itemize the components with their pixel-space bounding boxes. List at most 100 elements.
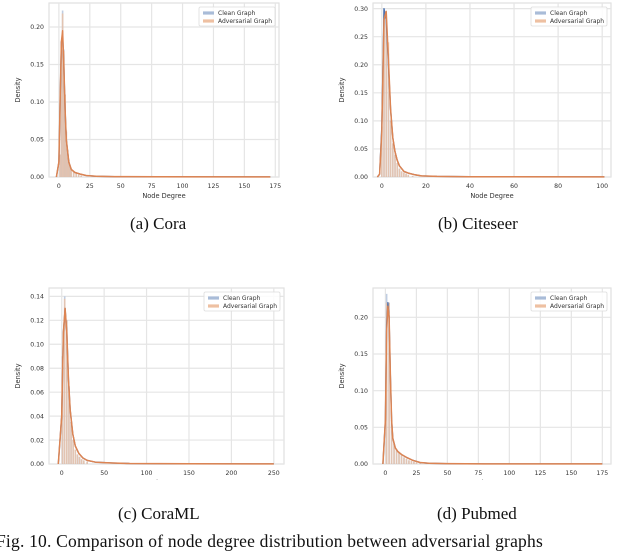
y-tick-label: 0.10 [30,341,44,348]
x-axis-label: Node Degree [470,479,513,480]
y-tick-label: 0.02 [30,437,44,444]
y-tick-label: 0.12 [30,318,44,325]
chart-cora: 0 25 50 75 100 125 150 175 0.00 0.05 0.10 0.15 0.20 N… [14,2,281,200]
x-tick-label: 150 [183,470,195,477]
chart-panel-pubmed: 0 25 50 75 100 125 150 175 0.00 0.05 0.10 0.15 0.20 N… [320,280,640,487]
x-tick-label: 20 [422,183,430,190]
x-tick-label: 25 [86,183,94,190]
x-tick-label: 100 [503,470,515,477]
x-tick-label: 175 [596,470,608,477]
x-tick-label: 80 [554,183,562,190]
y-axis-label: Density [338,363,346,388]
kde-line-adversarial-graph [57,307,274,465]
legend-swatch-clean [203,11,214,15]
x-tick-label: 25 [412,470,420,477]
plot-area [48,2,280,178]
legend-label: Adversarial Graph [218,18,272,25]
legend-swatch-adversarial [203,19,214,23]
x-tick-label: 125 [534,470,546,477]
y-tick-label: 0.25 [354,34,368,41]
plot-area [48,287,285,465]
x-tick-label: 100 [141,470,153,477]
x-tick-label: 40 [466,183,474,190]
histogram-bars [61,296,88,464]
kde-line-adversarial-graph [55,30,271,178]
y-tick-label: 0.20 [30,24,44,31]
y-tick-label: 0.00 [354,174,368,181]
legend-label: Clean Graph [550,10,588,17]
subcaption-citeseer: (b) Citeseer [438,214,518,233]
plot-area [372,2,612,178]
y-tick-label: 0.05 [354,425,368,432]
legend-label: Clean Graph [223,295,261,302]
y-axis-label: Density [14,363,22,388]
x-tick-label: 0 [57,183,61,190]
chart-panel-citeseer: 0 20 40 60 80 100 0.00 0.05 0.10 0.15 0.20 0.25 0.30… [320,0,640,200]
y-tick-label: 0.10 [354,118,368,125]
y-tick-label: 0.10 [354,388,368,395]
x-tick-label: 50 [443,470,451,477]
plot-area [372,287,612,465]
legend-swatch-adversarial [535,304,546,308]
x-tick-label: 0 [383,470,387,477]
y-tick-label: 0.00 [30,174,44,181]
subcaption-coraml: (c) CoraML [118,504,200,523]
y-tick-label: 0.20 [354,62,368,69]
y-tick-label: 0.04 [30,413,44,420]
y-tick-label: 0.15 [30,62,44,69]
x-axis-label: Node Degree [142,192,185,200]
x-tick-label: 125 [208,183,220,190]
y-tick-label: 0.05 [354,146,368,153]
legend-swatch-adversarial [208,304,219,308]
legend-swatch-clean [208,296,219,300]
x-tick-label: 50 [117,183,125,190]
x-tick-label: 100 [596,183,608,190]
legend-label: Adversarial Graph [550,18,604,25]
kde-line-adversarial-graph [376,10,605,178]
figure-caption: Fig. 10. Comparison of node degree distr… [0,531,543,551]
x-tick-label: 60 [510,183,518,190]
histogram-bars [59,10,82,177]
subcaption-cora: (a) Cora [130,214,187,233]
legend-swatch-clean [535,296,546,300]
y-axis-label: Density [338,77,346,102]
y-axis-label: Density [14,77,22,102]
x-tick-label: 50 [100,470,108,477]
x-tick-label: 0 [380,183,384,190]
legend-swatch-clean [535,11,546,15]
y-tick-label: 0.15 [354,90,368,97]
y-tick-label: 0.06 [30,389,44,396]
y-tick-label: 0.00 [354,461,368,468]
subcaption-pubmed: (d) Pubmed [437,504,517,523]
legend-label: Clean Graph [218,10,256,17]
x-tick-label: 250 [268,470,280,477]
chart-coraml: 0 50 100 150 200 250 0.00 0.02 0.04 0.06 0.08 0.10 0… [14,287,285,487]
x-tick-label: 200 [225,470,237,477]
y-tick-label: 0.15 [354,351,368,358]
legend-swatch-adversarial [535,19,546,23]
x-tick-label: 150 [238,183,250,190]
y-tick-label: 0.00 [30,461,44,468]
grid [49,288,284,465]
x-tick-label: 75 [148,183,156,190]
chart-citeseer: 0 20 40 60 80 100 0.00 0.05 0.10 0.15 0.20 0.25 0.30… [338,2,612,200]
chart-panel-coraml: 0 50 100 150 200 250 0.00 0.02 0.04 0.06 0.08 0.10 0… [0,280,300,487]
y-tick-label: 0.14 [30,294,44,301]
chart-panel-cora: 0 25 50 75 100 125 150 175 0.00 0.05 0.10 0.15 0.20 N… [0,0,300,200]
x-tick-label: 0 [60,470,64,477]
x-tick-label: 175 [269,183,281,190]
histogram-bars [381,8,414,178]
y-tick-label: 0.05 [30,137,44,144]
chart-pubmed: 0 25 50 75 100 125 150 175 0.00 0.05 0.10 0.15 0.20 N… [338,287,612,487]
x-tick-label: 150 [565,470,577,477]
y-tick-label: 0.30 [354,6,368,13]
legend-label: Adversarial Graph [223,303,277,310]
y-tick-label: 0.20 [354,315,368,322]
x-tick-label: 75 [474,470,482,477]
kde-line-adversarial-graph [382,305,603,465]
legend-label: Adversarial Graph [550,303,604,310]
x-axis-label: Node Degree [470,192,513,200]
